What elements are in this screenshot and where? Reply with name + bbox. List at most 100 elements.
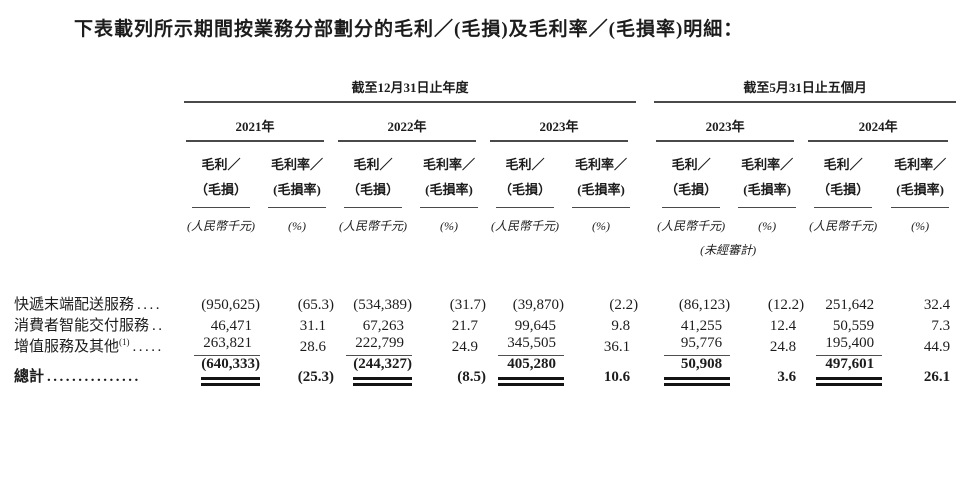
spacer [182, 234, 638, 258]
cell-value: 10.6 [603, 368, 631, 385]
cell-value: 46,471 [210, 317, 252, 334]
unit-label-pct: (%) [288, 218, 306, 233]
metric-header-margin: 毛利率／ (毛損率) [564, 142, 638, 208]
spacer [638, 335, 652, 356]
year-header-2021: 2021年 [182, 103, 334, 142]
unit-label-pct: (%) [592, 218, 611, 233]
spacer [14, 234, 182, 258]
cell-value: 41,255 [680, 317, 723, 334]
metric-header-line: 毛利／ [201, 157, 241, 172]
metric-header-line: 毛利／ [353, 157, 393, 172]
year-label: 2021年 [186, 116, 324, 142]
footnote-marker: (1) [119, 336, 130, 347]
cell-value: 21.7 [451, 317, 478, 334]
cell-value: 36.1 [603, 338, 631, 355]
metric-header-line: (毛損率) [273, 182, 321, 198]
cell-value: (244,327) [334, 356, 412, 386]
segment-name: 消費者智能交付服務 [14, 317, 150, 334]
spacer [14, 103, 182, 142]
metric-header-gross-profit: 毛利／ （毛損） [334, 142, 412, 208]
cell-value: 26.1 [923, 368, 951, 385]
dot-leader: ............... [47, 368, 141, 385]
unit-label-rmb: (人民幣千元) [657, 218, 726, 233]
metric-header-line: 毛利／ [505, 157, 545, 172]
unit-label-pct: (%) [758, 218, 777, 233]
unit-label-pct: (%) [440, 218, 458, 233]
metric-header-margin: 毛利率／ (毛損率) [260, 142, 334, 208]
dot-leader: ..... [132, 338, 164, 355]
cell-value: 497,601 [804, 356, 883, 386]
unaudited-note-row: (未經審計) [14, 234, 958, 258]
metric-header-gross-profit: 毛利／ （毛損） [652, 142, 730, 208]
table-row-consumer-smart-delivery: 消費者智能交付服務.. 46,471 31.1 67,263 21.7 99,6… [14, 314, 958, 335]
spacer [638, 208, 652, 234]
table-row-express-delivery: 快遞末端配送服務.... (950,625) (65.3) (534,389) … [14, 258, 958, 314]
dot-leader: .... [137, 296, 163, 313]
metric-header-gross-profit: 毛利／ （毛損） [182, 142, 260, 208]
year-header-2023-5m: 2023年 [652, 103, 804, 142]
metric-header-row: 毛利／ （毛損） 毛利率／ (毛損率) 毛利／ （毛損） 毛利率／ (毛損率) 毛利／ （… [14, 142, 958, 208]
metric-header-line: （毛損） [498, 182, 551, 198]
metric-header-gross-profit: 毛利／ （毛損） [804, 142, 882, 208]
period-group-row: 截至12月31日止年度 截至5月31日止五個月 [14, 77, 958, 103]
metric-header-line: 毛利率／ [270, 157, 323, 172]
cell-value: 195,400 [804, 335, 883, 356]
cell-value: (12.2) [767, 296, 805, 313]
metric-header-line: 毛利／ [823, 157, 863, 172]
metric-header-line: 毛利率／ [422, 157, 475, 172]
spacer [638, 103, 652, 142]
year-header-2022: 2022年 [334, 103, 486, 142]
metric-header-line: (毛損率) [577, 182, 625, 198]
unit-label-rmb: (人民幣千元) [491, 218, 559, 233]
year-header-2024-5m: 2024年 [804, 103, 958, 142]
year-header-row: 2021年 2022年 2023年 2023年 2024年 [14, 103, 958, 142]
year-label: 2023年 [656, 116, 795, 142]
metric-header-line: 毛利／ [671, 157, 711, 172]
unit-label-rmb: (人民幣千元) [809, 218, 878, 233]
cell-value: (8.5) [457, 368, 486, 385]
year-header-2023: 2023年 [486, 103, 638, 142]
cell-value: 405,280 [486, 356, 564, 386]
metric-header-margin: 毛利率／ (毛損率) [412, 142, 486, 208]
cell-value: (39,870) [512, 296, 564, 313]
cell-value: (65.3) [297, 296, 334, 313]
cell-value: 7.3 [931, 317, 951, 334]
spacer [638, 77, 652, 103]
period-group-annual: 截至12月31日止年度 [182, 77, 638, 103]
cell-value: 99,645 [514, 317, 556, 334]
segment-name: 總計 [14, 368, 45, 385]
year-label: 2022年 [338, 116, 476, 142]
spacer [638, 314, 652, 335]
metric-header-line: （毛損） [817, 182, 870, 198]
period-group-label: 截至5月31日止五個月 [654, 77, 957, 103]
segment-label: 消費者智能交付服務.. [14, 314, 182, 335]
cell-value: (2.2) [609, 296, 639, 313]
spacer [638, 356, 652, 386]
metric-header-line: 毛利率／ [575, 157, 628, 172]
segment-name: 增值服務及其他 [14, 338, 120, 355]
cell-value: (25.3) [297, 368, 334, 385]
metric-header-line: （毛損） [665, 182, 718, 198]
cell-value: 24.9 [451, 338, 478, 355]
spacer [804, 234, 958, 258]
spacer [14, 208, 182, 234]
spacer [14, 142, 182, 208]
unit-label-rmb: (人民幣千元) [187, 218, 255, 233]
unaudited-note: (未經審計) [700, 242, 757, 257]
segment-name: 快遞末端配送服務 [14, 296, 135, 313]
metric-header-line: （毛損） [194, 182, 247, 198]
metric-header-line: 毛利率／ [741, 157, 794, 172]
cell-value: 3.6 [777, 368, 797, 385]
cell-value: 32.4 [923, 296, 951, 313]
cell-value: (534,389) [353, 296, 412, 313]
cell-value: 67,263 [362, 317, 404, 334]
metric-header-line: (毛損率) [425, 182, 473, 198]
total-label: 總計............... [14, 356, 182, 386]
cell-value: 44.9 [923, 338, 951, 355]
cell-value: 251,642 [825, 296, 875, 313]
cell-value: 222,799 [334, 335, 412, 356]
metric-header-margin: 毛利率／ (毛損率) [730, 142, 804, 208]
spacer [638, 234, 652, 258]
cell-value: 95,776 [652, 335, 731, 356]
cell-value: 31.1 [299, 317, 326, 334]
